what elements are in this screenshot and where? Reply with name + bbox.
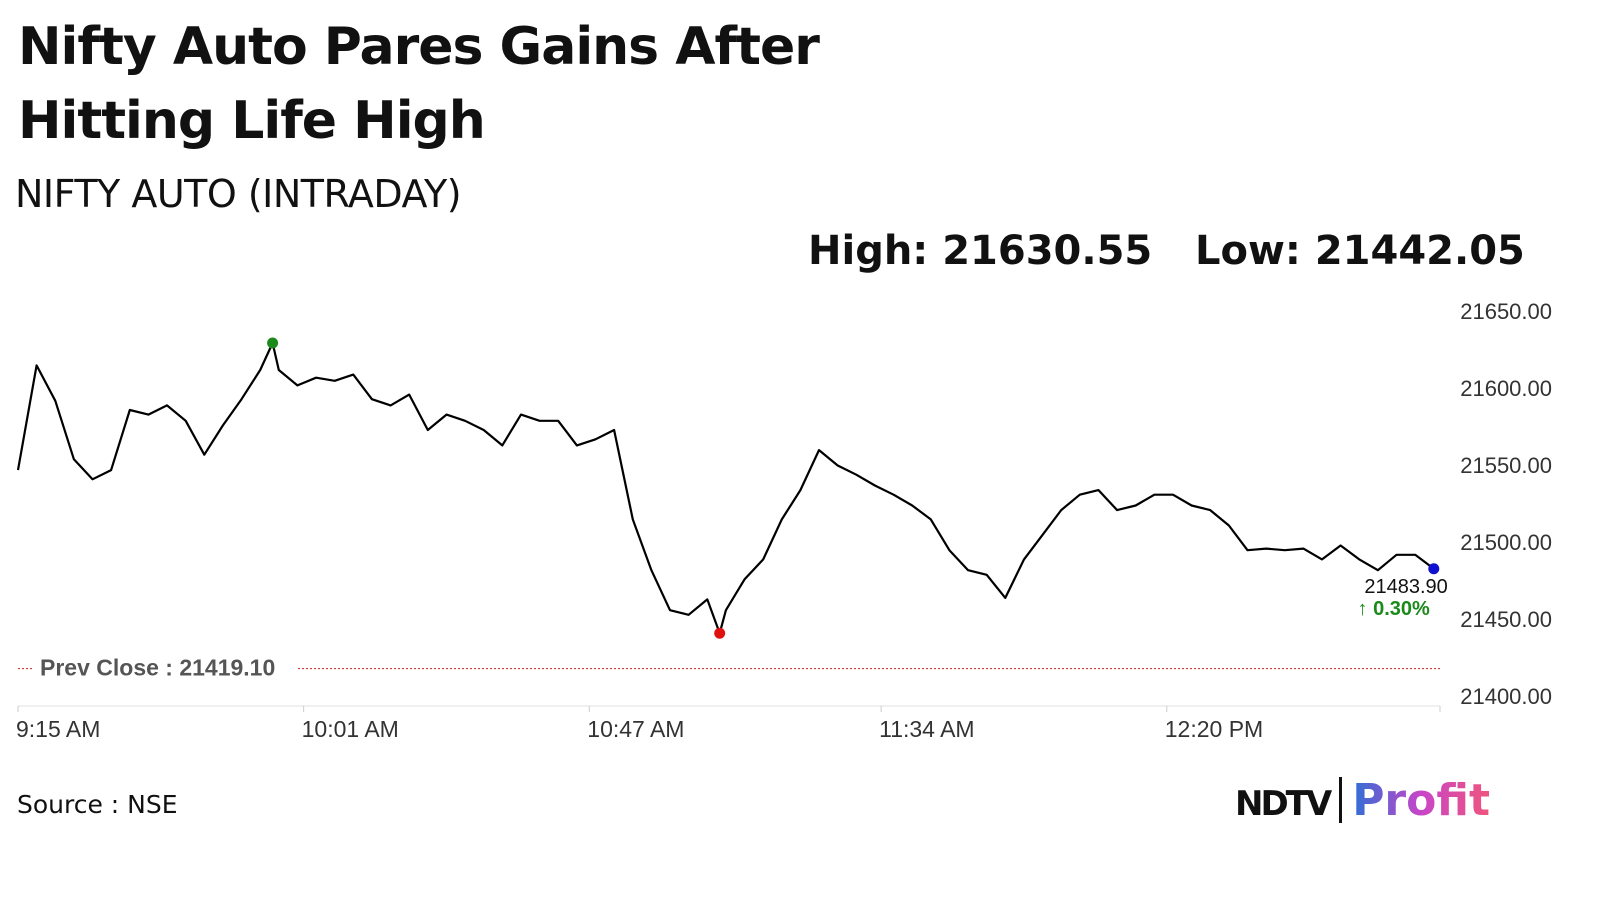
logo-left: NDTV [1235,784,1332,824]
source: Source : NSE [17,790,178,819]
y-tick-label: 21400.00 [1460,684,1552,709]
y-tick-label: 21600.00 [1460,376,1552,401]
x-tick-label: 10:47 AM [587,716,684,742]
logo-separator [1339,777,1343,823]
last-marker [1428,563,1440,575]
x-tick-label: 11:34 AM [879,716,974,742]
y-tick-label: 21650.00 [1460,299,1552,324]
high-label: High: 21630.55 [808,228,1153,274]
y-tick-label: 21450.00 [1460,607,1552,632]
logo-right: Profit [1352,775,1491,826]
low-marker [714,627,726,639]
y-tick-label: 21500.00 [1460,530,1552,555]
last-value-label: 21483.90 [1364,576,1447,598]
prev-close-label: Prev Close : 21419.10 [40,655,275,681]
x-tick-label: 9:15 AM [16,716,100,742]
change-label: ↑ 0.30% [1358,598,1430,620]
logo: NDTV Profit [1235,775,1490,826]
high-marker [267,337,279,349]
x-tick-label: 10:01 AM [302,716,399,742]
series-line [16,341,1435,635]
low-label: Low: 21442.05 [1195,228,1525,274]
chart-subtitle: NIFTY AUTO (INTRADAY) [15,172,462,216]
y-tick-label: 21550.00 [1460,453,1552,478]
x-tick-label: 12:20 PM [1165,716,1263,742]
chart-title: Nifty Auto Pares Gains After Hitting Lif… [18,17,820,151]
